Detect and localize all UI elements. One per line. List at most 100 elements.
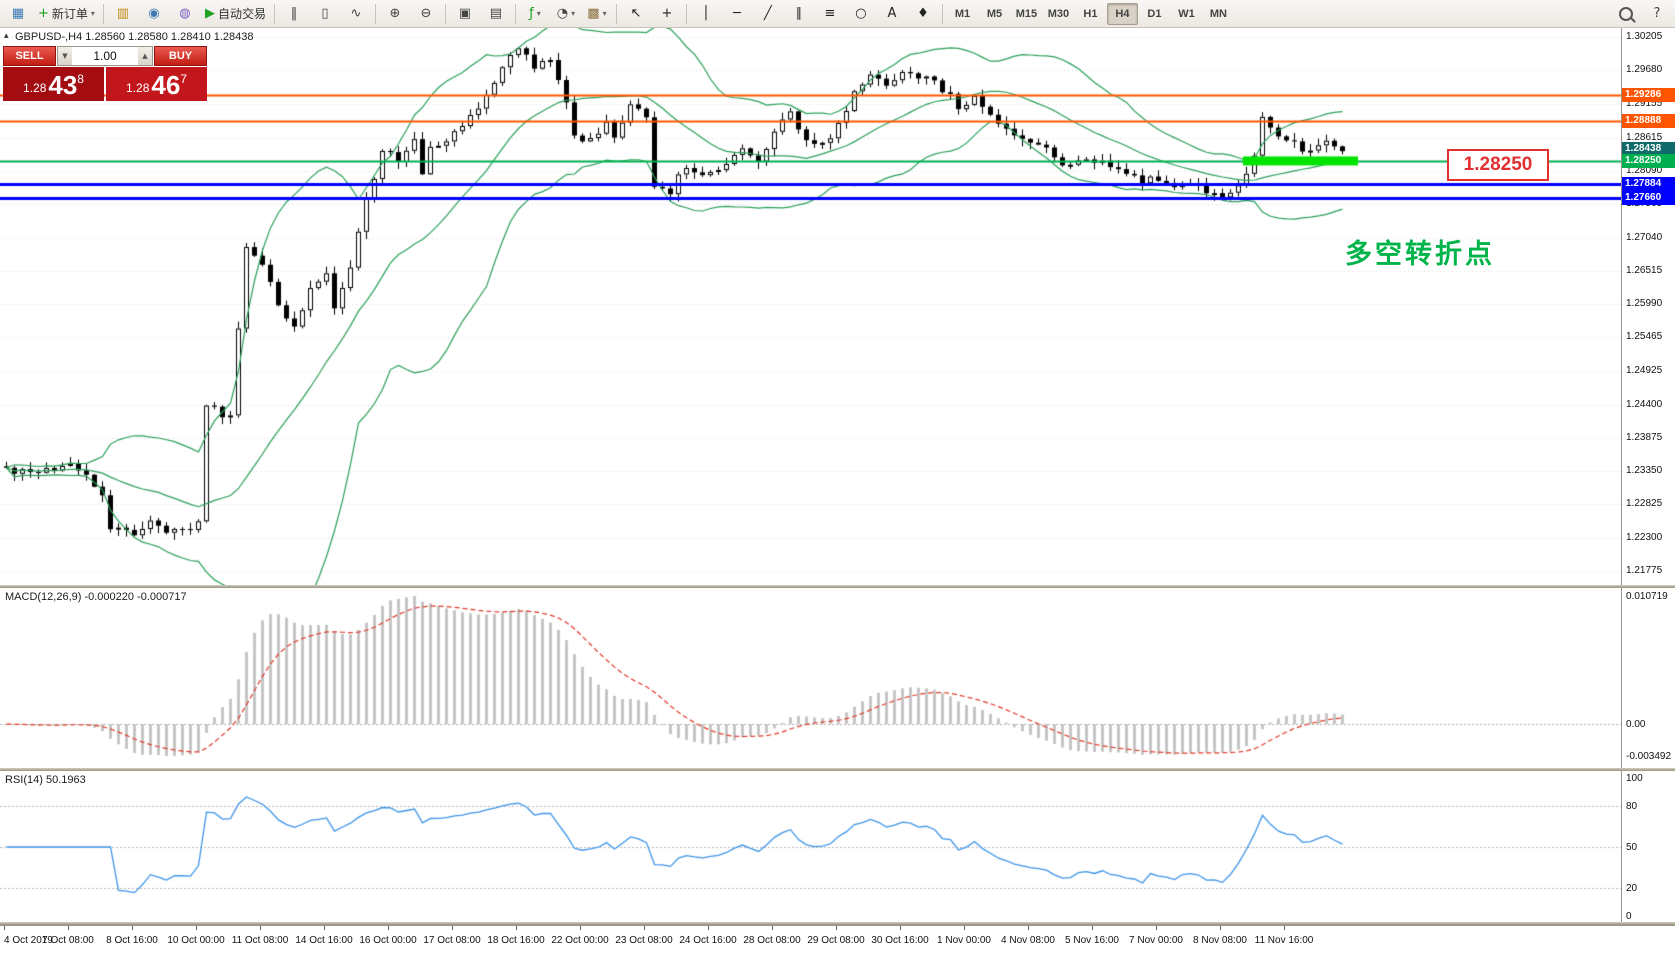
crosshair-icon[interactable]: + [652, 2, 682, 26]
volume-input[interactable]: 1.00 [93, 49, 117, 63]
time-axis-tick [836, 926, 837, 930]
horizontal-line-icon[interactable]: ─ [722, 2, 752, 26]
time-axis-label: 8 Nov 08:00 [1193, 935, 1247, 946]
rsi-axis-label: 100 [1626, 773, 1643, 784]
vertical-line-icon[interactable]: │ [691, 2, 721, 26]
new-order-icon: + [38, 6, 49, 21]
chart-window-icon[interactable]: ▦ [3, 2, 33, 26]
time-axis-tick [900, 926, 901, 930]
candlestick-chart-icon-glyph: ▯ [321, 6, 329, 21]
toolbar-separator [374, 3, 376, 24]
shapes-icon[interactable]: ○ [846, 2, 876, 26]
rsi-header: RSI(14) 50.1963 [5, 774, 86, 786]
time-axis-tick [4, 926, 5, 930]
time-axis-label: 30 Oct 16:00 [871, 935, 929, 946]
toolbar-separator [514, 3, 516, 24]
time-axis-label: 14 Oct 16:00 [295, 935, 353, 946]
fibonacci-icon[interactable]: ≡ [815, 2, 845, 26]
rsi-canvas[interactable] [0, 771, 1622, 922]
trendline-icon[interactable]: ╱ [753, 2, 783, 26]
alerts-icon[interactable]: ◍ [170, 2, 200, 26]
timeframe-m1[interactable]: M1 [954, 7, 971, 20]
turning-point-annotation: 多空转折点 [1345, 239, 1495, 269]
volume-decrease-icon[interactable]: ▼ [58, 47, 72, 65]
tile-windows-icon[interactable]: ▣ [450, 2, 480, 26]
dropdown-arrow-icon: ▾ [536, 9, 541, 18]
timeframe-m15[interactable]: M15 [1015, 7, 1038, 20]
time-axis-label: 29 Oct 08:00 [807, 935, 865, 946]
time-axis-label: 5 Nov 16:00 [1065, 935, 1119, 946]
templates-icon: ▩ [587, 6, 600, 21]
time-axis-tick [1092, 926, 1093, 930]
buy-price-big: 1.28 [126, 81, 150, 95]
sell-price-sup: 8 [77, 72, 84, 86]
price-axis-label: 1.29155 [1626, 97, 1663, 109]
timeframe-m30[interactable]: M30 [1047, 7, 1070, 20]
time-axis[interactable]: 4 Oct 2019 7 Oct 08:00 8 Oct 16:00 10 Oct 0… [0, 925, 1675, 953]
macd-canvas[interactable] [0, 588, 1622, 768]
cascade-windows-icon[interactable]: ▤ [481, 2, 511, 26]
time-axis-label: 24 Oct 16:00 [679, 935, 737, 946]
periods-button[interactable]: ◔ ▾ [551, 2, 581, 26]
periods-icon: ◔ [556, 6, 569, 21]
new-order-button[interactable]: + 新订单 ▾ [34, 2, 99, 26]
time-axis-tick [260, 926, 261, 930]
price-tag: 1.28250 [1622, 153, 1675, 168]
arrows-icon[interactable]: ♦ [908, 2, 938, 26]
market-watch-icon[interactable]: ▥ [108, 2, 138, 26]
price-axis-label: 1.28615 [1626, 131, 1663, 143]
cursor-icon[interactable]: ↖ [621, 2, 651, 26]
search-button[interactable] [1611, 2, 1641, 26]
price-chart-canvas[interactable] [0, 28, 1622, 585]
rsi-axis-label: 50 [1626, 842, 1638, 853]
price-axis-label: 1.25465 [1626, 331, 1663, 343]
fibonacci-icon-glyph: ≡ [824, 6, 836, 21]
time-axis-tick [1220, 926, 1221, 930]
time-axis-label: 23 Oct 08:00 [615, 935, 673, 946]
timeframe-d1[interactable]: D1 [1147, 7, 1162, 20]
zoom-out-icon[interactable]: ⊖ [411, 2, 441, 26]
text-icon[interactable]: A [877, 2, 907, 26]
price-scale-border [1621, 28, 1622, 925]
templates-button[interactable]: ▩ ▾ [582, 2, 612, 26]
toolbar-separator [941, 3, 943, 24]
time-axis-tick [644, 926, 645, 930]
timeframe-m5[interactable]: M5 [986, 7, 1003, 20]
rsi-axis-label: 0 [1626, 911, 1632, 922]
autotrading-button[interactable]: ▶ 自动交易 [201, 2, 270, 26]
main-toolbar: ▦ + 新订单 ▾ ▥ ◉ ◍ ▶ 自动交易 ‖ ▯ ∿ ⊕ ⊖ ▣ ▤ ƒ ▾ ◔ ▾ ▩ ▾ ↖ + │ ─ ╱ ∥ ≡ ○ A ♦ M1 M… [0, 0, 1675, 28]
help-button[interactable]: ? [1642, 2, 1672, 26]
help-icon: ? [1653, 6, 1661, 21]
buy-button[interactable]: BUY [154, 46, 207, 66]
price-axis-label: 1.28090 [1626, 165, 1663, 177]
time-axis-tick [324, 926, 325, 930]
channel-icon[interactable]: ∥ [784, 2, 814, 26]
profile-icon[interactable]: ◉ [139, 2, 169, 26]
price-axis-label: 1.22825 [1626, 498, 1663, 510]
time-axis-label: 17 Oct 08:00 [423, 935, 481, 946]
candlestick-chart-icon[interactable]: ▯ [310, 2, 340, 26]
time-axis-label: 4 Nov 08:00 [1001, 935, 1055, 946]
timeframe-h1[interactable]: H1 [1083, 7, 1098, 20]
chart-macd-splitter[interactable] [0, 585, 1675, 588]
collapse-panel-icon[interactable]: ▴ [4, 31, 9, 41]
zoom-in-icon[interactable]: ⊕ [380, 2, 410, 26]
line-chart-icon[interactable]: ∿ [341, 2, 371, 26]
volume-increase-icon[interactable]: ▲ [138, 47, 152, 65]
text-icon-glyph: A [887, 6, 897, 21]
sell-button[interactable]: SELL [3, 46, 56, 66]
price-axis-label: 1.30205 [1626, 31, 1663, 43]
buy-price-button[interactable]: 1.28 46 7 [106, 67, 207, 101]
timeframe-h4[interactable]: H4 [1106, 2, 1138, 25]
time-axis-tick [964, 926, 965, 930]
time-axis-label: 11 Nov 16:00 [1254, 935, 1314, 946]
rsi-timeaxis-splitter[interactable] [0, 922, 1675, 925]
sell-price-button[interactable]: 1.28 43 8 [3, 67, 104, 101]
price-tag: 1.27660 [1622, 191, 1675, 206]
indicators-button[interactable]: ƒ ▾ [520, 2, 550, 26]
macd-rsi-splitter[interactable] [0, 768, 1675, 771]
sell-price-main: 43 [48, 70, 78, 100]
timeframe-mn[interactable]: MN [1209, 7, 1227, 20]
bar-chart-icon[interactable]: ‖ [279, 2, 309, 26]
timeframe-w1[interactable]: W1 [1178, 7, 1195, 20]
